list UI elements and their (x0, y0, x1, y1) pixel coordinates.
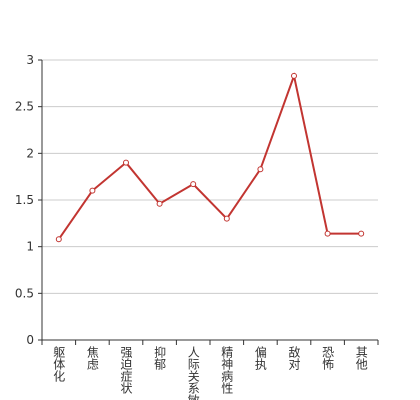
point (156, 200, 163, 207)
point (291, 72, 297, 79)
x-tick-label: 抑郁 (153, 345, 167, 371)
x-tick-label: 焦虑 (85, 346, 99, 370)
y-tick-label: 1 (26, 240, 34, 254)
y-tick-label: 2.5 (15, 100, 34, 114)
point (257, 166, 264, 173)
line (57, 72, 362, 240)
x-tick-label: 躯体化 (52, 345, 66, 383)
y-tick-label: 2 (26, 146, 34, 160)
point (190, 181, 197, 188)
x-tick-label: 强迫症状 (119, 346, 133, 394)
y-tick-label: 3 (26, 53, 34, 67)
y-tick-label: 0 (26, 333, 34, 347)
x-tick-label: 精神病性 (220, 346, 234, 395)
x-tick-label: 人际关系敏感 (186, 346, 200, 400)
x-tick-label: 其他 (354, 346, 368, 370)
point (55, 236, 62, 243)
point (89, 187, 96, 194)
point (223, 215, 230, 222)
point (324, 230, 331, 237)
point (123, 159, 129, 166)
x-tick-label: 恐怖 (321, 346, 335, 370)
y-tick-label: 0.5 (15, 286, 34, 300)
y-tick-label: 1.5 (15, 193, 34, 207)
point (358, 230, 365, 237)
x-tick-label: 敌对 (287, 345, 301, 370)
x-tick-label: 偏执 (253, 345, 267, 371)
